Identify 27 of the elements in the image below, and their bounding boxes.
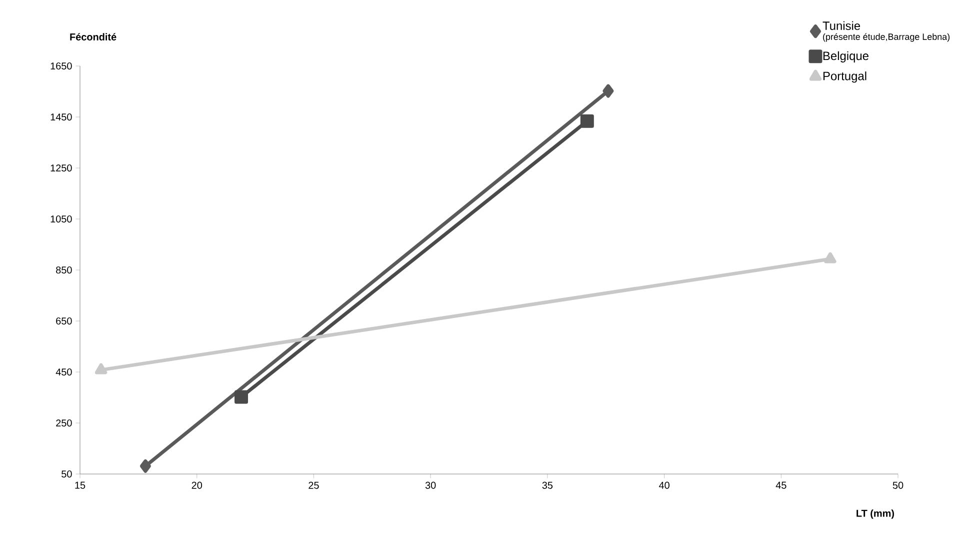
- y-tick-label: 1650: [50, 62, 72, 70]
- y-tick-label: 450: [56, 368, 72, 376]
- point: [602, 84, 614, 98]
- point: [234, 390, 248, 404]
- x-tick-label: 45: [776, 482, 786, 489]
- y-tick-label: 1050: [50, 215, 72, 223]
- y-tick-label: 650: [56, 317, 72, 325]
- y-axis-title: Fécondité: [70, 33, 116, 40]
- x-tick-label: 30: [425, 482, 436, 489]
- x-tick-label: 40: [658, 482, 670, 489]
- y-tick-label: 1250: [50, 164, 72, 172]
- x-tick-label: 20: [192, 482, 202, 489]
- y-tick-label: 850: [56, 266, 72, 274]
- legend-label: Belgique: [823, 51, 868, 62]
- x-tick-label: 50: [892, 482, 904, 489]
- point: [140, 459, 151, 473]
- legend-label: Tunisie: [822, 21, 860, 30]
- legend-label: Portugal: [823, 71, 866, 83]
- text: (présente étude,Barrage Lebna): [823, 33, 950, 42]
- x-axis-title: LT (mm): [856, 510, 894, 519]
- y-tick-label: 250: [56, 419, 72, 427]
- x-tick-label: 35: [542, 482, 553, 489]
- y-tick-label: 1450: [50, 113, 72, 121]
- point: [580, 114, 594, 128]
- x-tick-label: 25: [308, 482, 319, 489]
- x-tick-label: 15: [75, 482, 86, 489]
- y-tick-label: 50: [62, 470, 72, 478]
